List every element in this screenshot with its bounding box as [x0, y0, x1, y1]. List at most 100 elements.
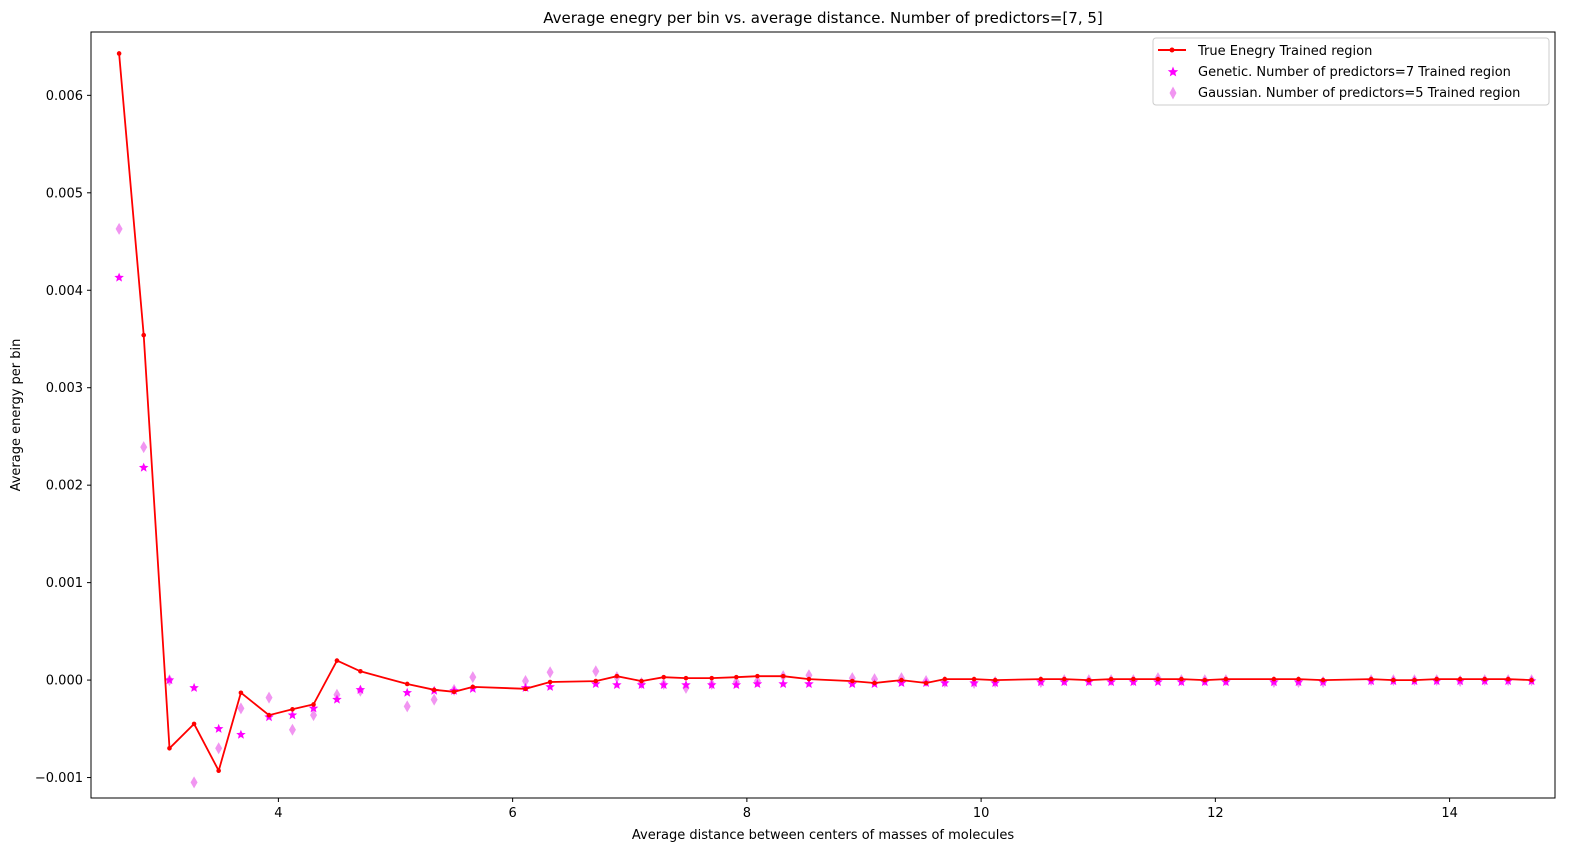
x-tick-label: 8 [743, 806, 751, 821]
true-energy-point [1320, 677, 1326, 683]
gaussian-point [333, 688, 341, 701]
true-energy-point [899, 677, 904, 683]
true-energy-point [167, 745, 172, 751]
true-energy-point [141, 332, 147, 338]
genetic-point [707, 680, 717, 689]
genetic-point [1221, 677, 1231, 687]
legend-star-swatch [1167, 66, 1179, 77]
x-tick-label: 12 [1207, 806, 1224, 821]
gaussian-point [265, 691, 273, 704]
genetic-point [752, 679, 763, 688]
true-energy-point [1223, 676, 1229, 682]
true-energy-point [1529, 677, 1534, 683]
gaussian-point [469, 671, 477, 684]
genetic-point [1153, 677, 1163, 687]
y-tick-label: −0.001 [35, 771, 83, 786]
true-energy-point [238, 690, 244, 696]
legend-entry-gaussian: Gaussian. Number of predictors=5 Trained… [1169, 86, 1520, 101]
x-tick-label: 6 [508, 806, 516, 821]
true-energy-point [992, 677, 998, 683]
y-tick-label: 0.006 [46, 89, 83, 104]
genetic-point [332, 694, 342, 704]
x-axis-label: Average distance between centers of mass… [632, 828, 1014, 843]
true-energy-point [734, 674, 739, 680]
true-energy-point [942, 676, 948, 682]
genetic-point [731, 680, 742, 689]
gaussian-point [190, 776, 198, 789]
true-energy-point [1202, 677, 1208, 683]
legend: True Enegry Trained region Genetic. Numb… [1152, 37, 1550, 106]
genetic-point [138, 462, 149, 472]
x-axis: 4 6 8 10 12 14 [274, 798, 1458, 821]
genetic-point [213, 723, 224, 733]
true-energy-point [451, 689, 457, 695]
legend-dot-swatch [1169, 47, 1175, 53]
true-energy-point [1434, 676, 1440, 682]
true-energy-point [1131, 676, 1136, 682]
genetic-point [308, 703, 319, 713]
genetic-point [659, 680, 669, 689]
true-energy-line [118, 53, 1532, 774]
legend-label-gaussian: Gaussian. Number of predictors=5 Trained… [1198, 86, 1520, 101]
true-energy-point [431, 687, 437, 693]
gaussian-point [522, 675, 530, 688]
true-energy-point [872, 680, 877, 686]
gaussian-point [403, 700, 411, 713]
true-energy-point [709, 675, 715, 681]
genetic-point [114, 272, 124, 282]
genetic-point [681, 680, 691, 689]
genetic-point [896, 678, 907, 687]
true-energy-point [1155, 676, 1161, 682]
true-energy-point [683, 675, 689, 681]
true-energy-point [639, 678, 644, 684]
y-tick-label: 0.003 [46, 381, 83, 396]
true-energy-point [1061, 676, 1067, 682]
gaussian-point [288, 723, 296, 736]
true-energy-point [971, 676, 977, 682]
true-energy-point [404, 681, 410, 687]
genetic-point [287, 710, 298, 720]
genetic-point [778, 679, 788, 688]
true-energy-point [191, 721, 197, 727]
true-energy-point [806, 676, 812, 682]
genetic-point [1059, 677, 1069, 687]
legend-entry-genetic: Genetic. Number of predictors=7 Trained … [1167, 65, 1511, 80]
true-energy-point [1412, 677, 1417, 683]
genetic-point [940, 678, 950, 687]
true-energy-point [266, 712, 272, 718]
true-energy-point [1482, 676, 1488, 682]
legend-label-genetic: Genetic. Number of predictors=7 Trained … [1198, 65, 1511, 80]
gaussian-point [115, 222, 123, 235]
true-energy-point [334, 658, 340, 663]
true-energy-point [547, 679, 553, 685]
chart-title: Average enegry per bin vs. average dista… [543, 9, 1103, 27]
x-tick-label: 14 [1441, 806, 1458, 821]
x-tick-label: 10 [973, 806, 990, 821]
gaussian-point [310, 709, 318, 722]
true-energy-point [614, 673, 620, 679]
true-energy-point [1179, 676, 1184, 682]
true-energy-point [311, 702, 316, 707]
legend-diamond-swatch [1169, 86, 1177, 100]
x-tick-label: 4 [274, 806, 282, 821]
genetic-point [1036, 677, 1046, 687]
true-energy-point [780, 673, 786, 679]
genetic-point [545, 681, 555, 691]
genetic-point [612, 680, 622, 689]
genetic-point [189, 682, 199, 692]
true-energy-point [290, 707, 295, 712]
y-tick-label: 0.004 [46, 284, 83, 299]
plot-area [114, 51, 1537, 789]
legend-star-glyph [1167, 66, 1179, 77]
genetic-point [636, 680, 647, 689]
true-energy-point [849, 678, 855, 684]
genetic-point [1128, 677, 1139, 687]
y-tick-label: 0.005 [46, 186, 83, 201]
legend-entry-true-energy: True Enegry Trained region [1158, 44, 1372, 59]
y-tick-label: 0.002 [46, 479, 83, 494]
gaussian-point [140, 441, 148, 454]
true-energy-point [1038, 676, 1044, 682]
genetic-point [591, 679, 601, 688]
legend-box [1152, 37, 1550, 106]
